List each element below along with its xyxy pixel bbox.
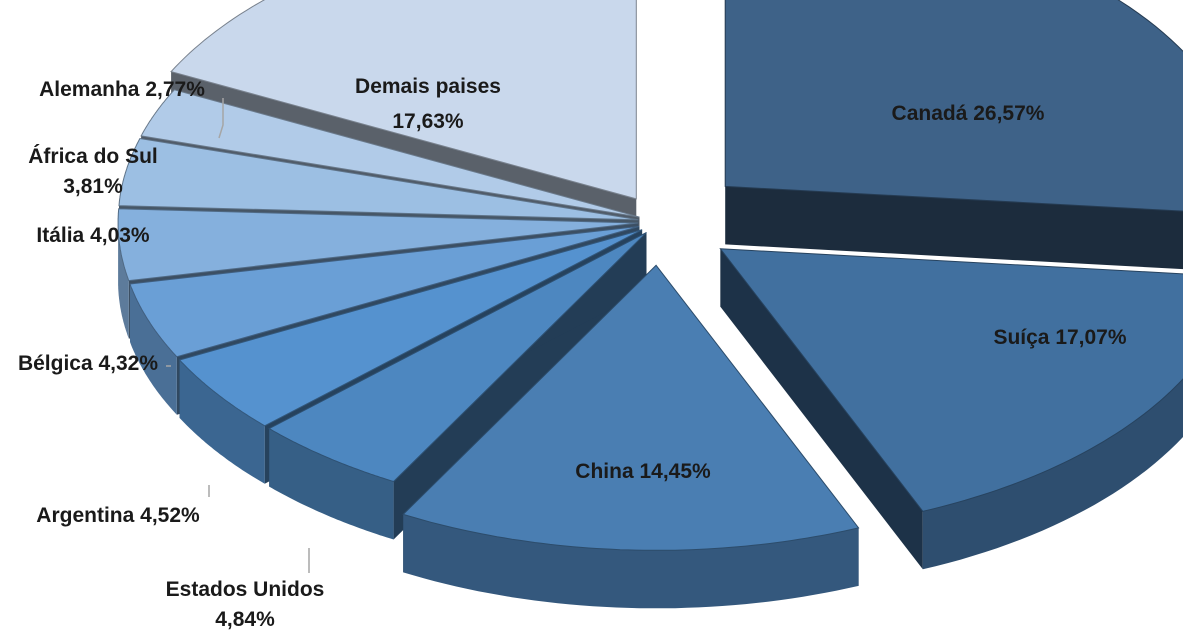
pie-slices [117, 0, 1183, 609]
slice-canada [724, 0, 1183, 212]
slice-italia [117, 208, 639, 282]
slice-suica [719, 248, 1183, 512]
pie-labels: Canadá 26,57% Suíça 17,07% China 14,45% … [18, 75, 1127, 631]
slice-label-africa-do-sul-value: 3,81% [63, 175, 123, 198]
slice-belgica [129, 225, 640, 358]
slice-side-argentina [179, 360, 265, 484]
slice-label-alemanha: Alemanha 2,77% [39, 78, 205, 101]
slice-alemanha [140, 89, 640, 218]
slice-label-suica: Suíça 17,07% [993, 326, 1126, 349]
slice-label-argentina: Argentina 4,52% [36, 504, 200, 527]
slice-side-belgica [130, 284, 177, 415]
slice-label-china: China 14,45% [575, 460, 711, 483]
slice-label-belgica: Bélgica 4,32% [18, 352, 158, 375]
slice-side-suica [922, 379, 1183, 570]
slice-label-demais-paises-name: Demais paises [355, 75, 501, 98]
slice-demais-paises [170, 0, 637, 200]
slice-label-estados-unidos-name: Estados Unidos [166, 578, 325, 601]
slice-tops [117, 0, 1183, 551]
leader-line-alemanha [218, 98, 224, 139]
slice-label-demais-paises-value: 17,63% [392, 110, 464, 133]
slice-label-africa-do-sul-name: África do Sul [28, 145, 158, 168]
slice-china [402, 264, 860, 551]
slice-side-china [403, 514, 859, 609]
slice-label-estados-unidos-value: 4,84% [215, 608, 275, 631]
slice-side-estados-unidos [269, 428, 394, 540]
slice-africa-do-sul [118, 137, 639, 221]
slice-argentina [178, 229, 643, 427]
slice-wall-suica-1 [720, 248, 923, 570]
slice-label-italia: Itália 4,03% [36, 224, 150, 247]
slice-wall-canada-1 [725, 186, 1183, 270]
slice-label-canada: Canadá 26,57% [892, 102, 1045, 125]
slice-estados-unidos [268, 232, 647, 483]
leader-lines [166, 98, 310, 573]
